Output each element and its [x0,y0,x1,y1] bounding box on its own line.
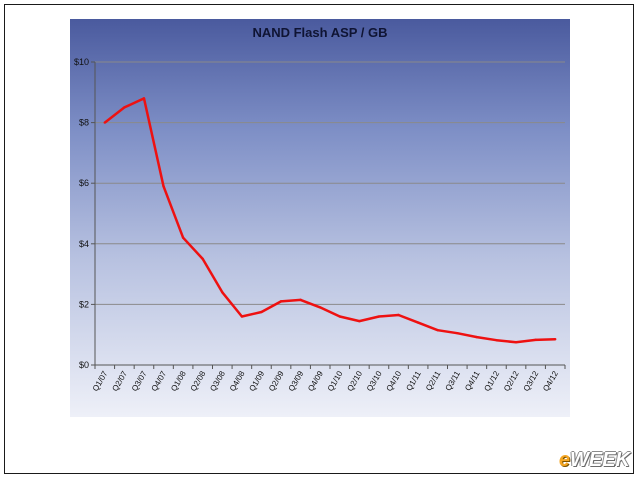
x-tick-label: Q1/11 [404,369,423,392]
data-point [358,319,361,323]
series-line [104,97,556,344]
data-point [475,335,479,339]
x-tick-label: Q3/07 [130,369,149,393]
data-point [338,315,341,318]
x-tick-label: Q4/11 [463,369,482,392]
data-point [162,185,165,188]
x-tick-label: Q4/09 [306,369,325,393]
x-tick-label: Q1/09 [247,369,266,393]
data-point [123,106,126,109]
data-point [397,313,400,317]
data-point [436,328,439,332]
data-point [299,298,302,302]
plot-series [103,97,557,344]
y-axis: $0 $2 $4 $6 $8 $10 [74,57,96,370]
x-tick-label: Q4/12 [541,369,560,393]
x-tick-label: Q2/10 [345,369,364,393]
data-point [319,306,322,309]
x-tick-label: Q2/11 [424,369,443,392]
data-point [416,321,420,324]
y-tick-label: $8 [79,118,89,128]
y-tick-label: $6 [79,178,89,188]
eweek-logo: eWEEK [558,449,630,471]
data-point [554,338,557,341]
data-point [377,315,381,318]
data-point [201,257,204,261]
data-point [181,236,185,239]
data-point [142,97,146,100]
data-point [514,341,518,344]
x-axis: Q1/07 Q2/07 Q3/07 Q4/07 Q1/08 Q2/08 Q3/08 Q4/08… [91,364,566,393]
data-point [456,331,459,335]
x-tick-label: Q4/10 [385,369,404,393]
x-tick-label: Q2/07 [110,369,129,393]
data-point [240,315,244,318]
x-tick-label: Q2/12 [502,369,521,393]
gridlines [95,61,565,366]
x-tick-label: Q3/11 [444,369,463,392]
x-tick-label: Q1/12 [482,369,501,393]
x-tick-label: Q3/08 [208,369,227,393]
data-point [495,338,498,342]
data-point [534,338,537,342]
chart-area [70,19,570,417]
data-point [279,300,283,303]
x-tick-label: Q3/12 [522,369,541,393]
x-tick-label: Q1/10 [326,369,345,393]
y-tick-label: $0 [79,360,89,370]
x-tick-label: Q4/08 [228,369,247,393]
x-tick-label: Q1/07 [91,369,110,393]
y-tick-label: $2 [79,299,89,309]
x-tick-label: Q2/08 [189,369,208,393]
y-tick-label: $4 [79,239,89,249]
x-tick-label: Q3/09 [287,369,306,393]
data-point [103,121,106,124]
data-point [221,291,224,294]
y-tick-label: $10 [74,57,89,67]
x-tick-label: Q4/07 [150,369,169,393]
x-tick-label: Q1/08 [169,369,188,393]
data-point [260,310,263,314]
slide-frame [4,4,634,474]
x-tick-label: Q2/09 [267,369,286,393]
x-tick-label: Q3/10 [365,369,384,393]
chart-title: NAND Flash ASP / GB [252,25,387,40]
